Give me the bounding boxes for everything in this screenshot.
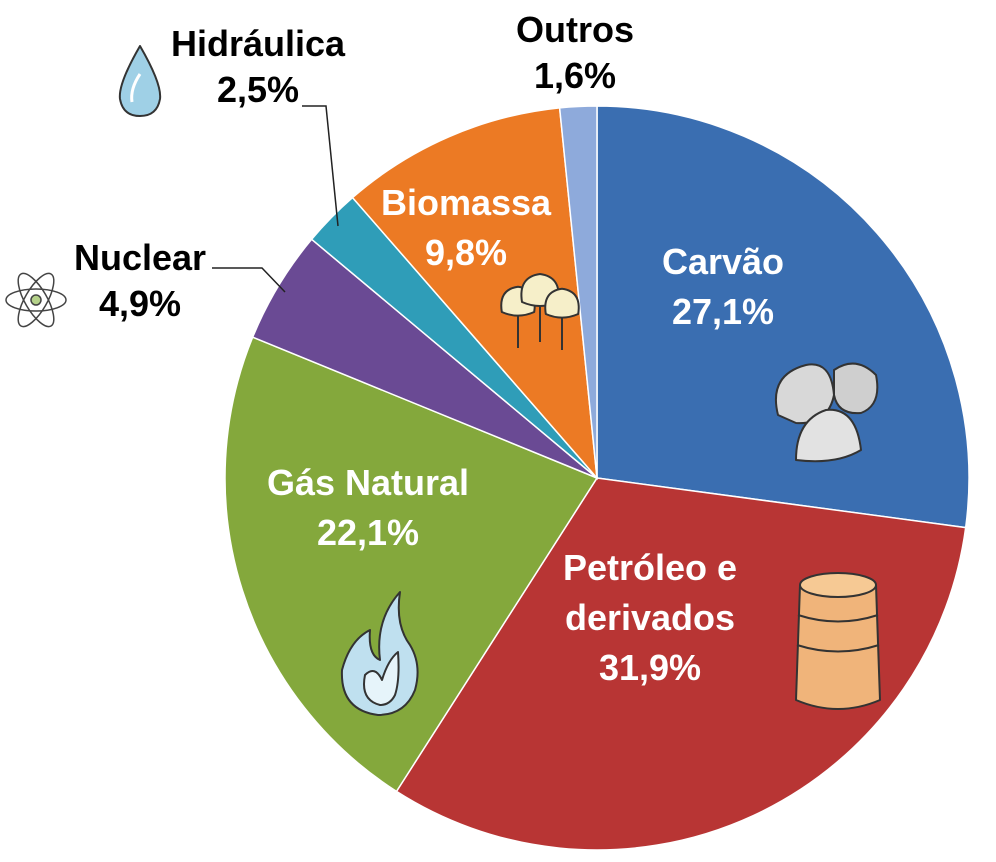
oil-barrel-icon <box>795 572 881 710</box>
pie-slice-petroleo-e <box>395 477 967 851</box>
slice-label-petroleo-e: Petróleo e derivados 31,9% <box>563 547 737 688</box>
slice-value-label: 2,5% <box>217 69 299 110</box>
slice-name-label: derivados <box>565 597 735 638</box>
slice-value-label: 27,1% <box>672 291 774 332</box>
flame-icon <box>340 591 419 716</box>
water-drop-icon <box>118 45 162 117</box>
pie-slice-biomassa <box>351 107 598 481</box>
slice-name-label: Biomassa <box>381 182 552 223</box>
slice-label-gas-natural: Gás Natural 22,1% <box>267 462 469 553</box>
slice-name-label: Outros <box>516 9 634 50</box>
leader-line-nuclear <box>212 267 286 293</box>
atom-icon <box>5 272 67 328</box>
leader-line-hidraulica <box>302 105 339 227</box>
slice-name-label: Petróleo e <box>563 547 737 588</box>
trees-icon <box>500 273 580 350</box>
slice-icons <box>5 45 881 716</box>
slice-label-nuclear: Nuclear 4,9% <box>74 237 206 324</box>
slice-value-label: 22,1% <box>317 512 419 553</box>
slice-label-hidraulica: Hidráulica 2,5% <box>171 23 346 110</box>
slice-label-outros: Outros 1,6% <box>516 9 634 96</box>
slice-value-label: 9,8% <box>425 232 507 273</box>
slice-value-label: 1,6% <box>534 55 616 96</box>
slice-label-carvao: Carvão 27,1% <box>662 241 784 332</box>
leader-lines <box>212 105 339 293</box>
slice-value-label: 31,9% <box>599 647 701 688</box>
slice-name-label: Hidráulica <box>171 23 346 64</box>
coal-icon <box>774 362 879 463</box>
slice-name-label: Gás Natural <box>267 462 469 503</box>
pie-slice-carvao <box>596 105 970 529</box>
slice-label-biomassa: Biomassa 9,8% <box>381 182 552 273</box>
slice-name-label: Nuclear <box>74 237 206 278</box>
pie-slice-outros <box>558 105 598 479</box>
slice-value-label: 4,9% <box>99 283 181 324</box>
slice-name-label: Carvão <box>662 241 784 282</box>
slice-labels: Carvão 27,1% Petróleo e derivados 31,9% Gás N… <box>74 9 784 688</box>
pie-slice-gas-natural <box>224 336 599 793</box>
pie-slices <box>224 105 970 851</box>
